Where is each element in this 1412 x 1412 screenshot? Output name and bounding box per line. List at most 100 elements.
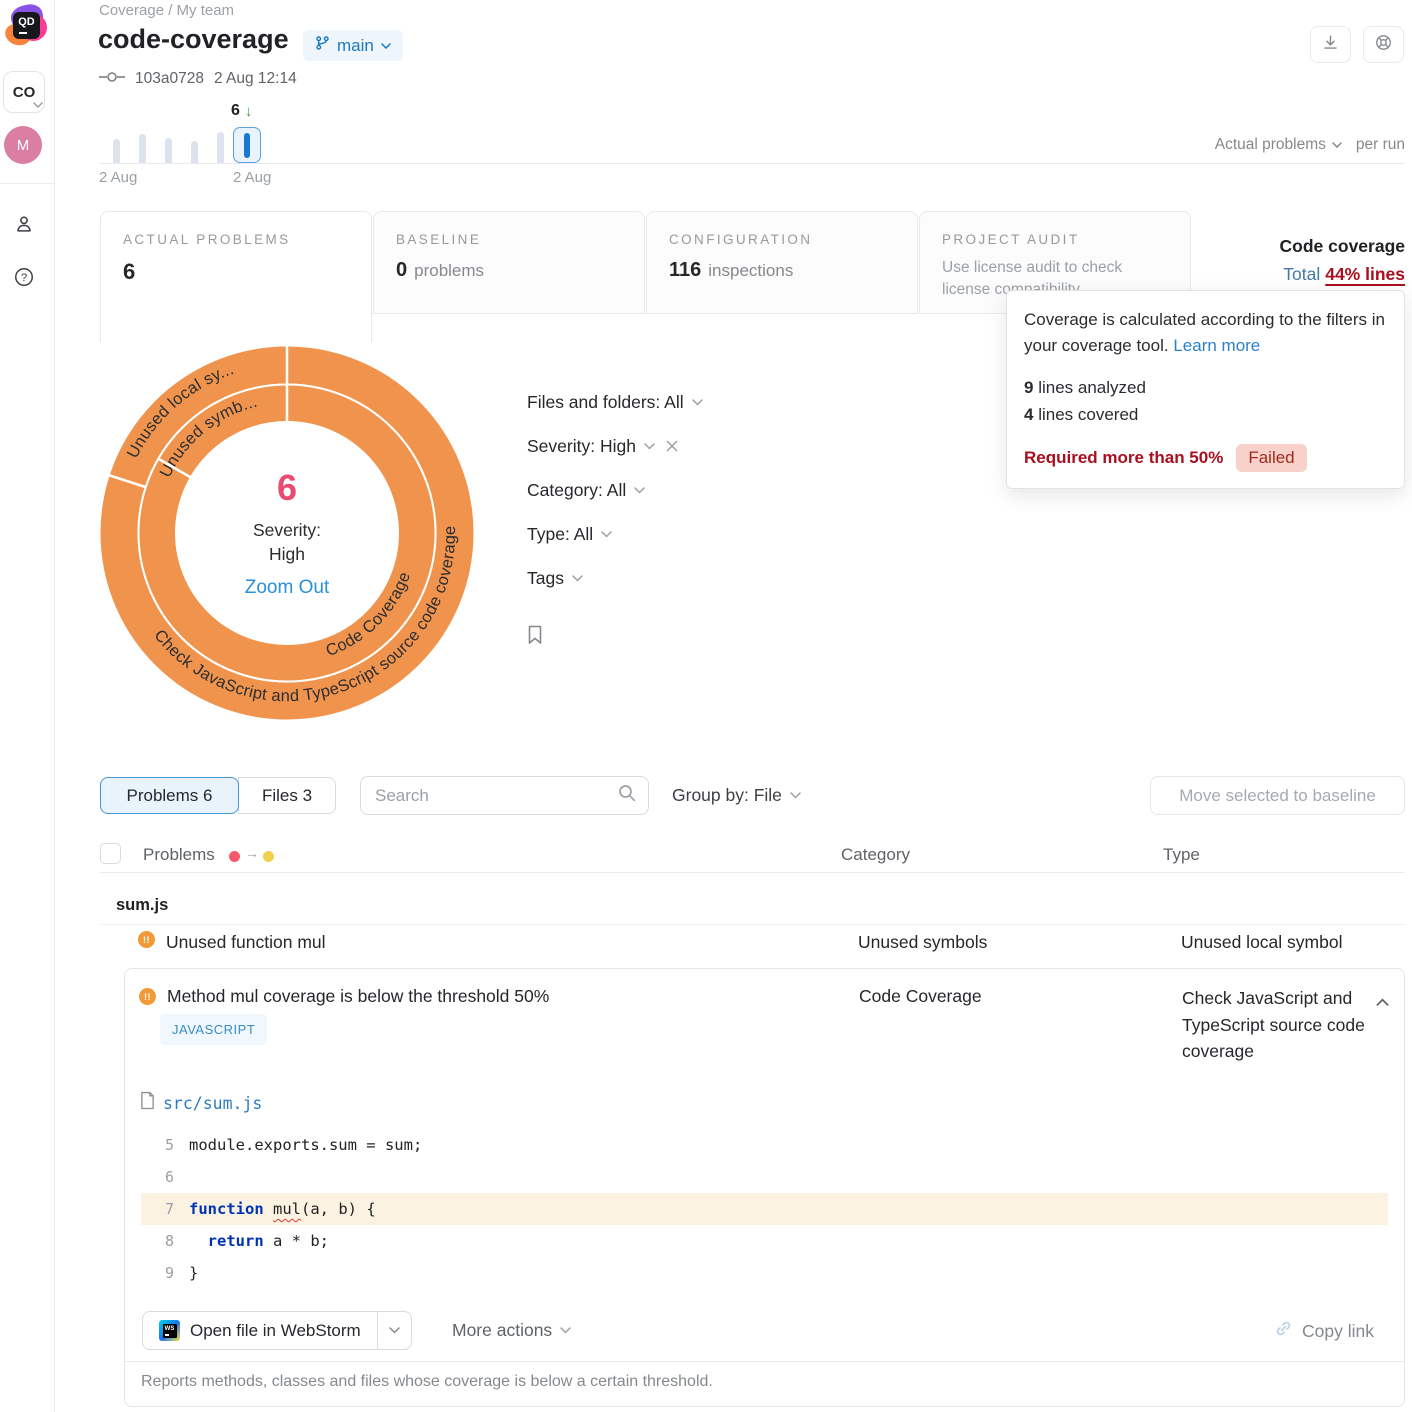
expanded-problem-card: Method mul coverage is below the thresho… [124,968,1405,1407]
profile-icon[interactable] [13,213,35,240]
code-line: 6 [164,1168,174,1186]
chevron-down-icon [790,792,801,799]
problems-sunburst-chart[interactable]: Unused local sy... Unused symb... Code C… [100,346,474,720]
clear-filter-icon[interactable] [666,436,678,457]
branch-selector[interactable]: main [303,30,403,61]
timeline-date-right: 2 Aug [233,169,272,186]
search-input[interactable] [361,785,618,806]
selected-run-bar[interactable] [233,127,261,163]
copy-link-button[interactable]: Copy link [1274,1319,1374,1343]
commit-hash[interactable]: 103a0728 [135,70,204,87]
source-file-link[interactable]: src/sum.js [163,1093,263,1113]
problem-title[interactable]: Method mul coverage is below the thresho… [167,986,550,1006]
ide-options-dropdown[interactable] [376,1312,411,1349]
qodana-logo-icon[interactable]: QD [2,1,47,49]
coverage-total-value[interactable]: 44% lines [1325,264,1405,284]
column-type[interactable]: Type [1163,845,1200,864]
more-actions-button[interactable]: More actions [452,1320,571,1341]
code-line: 9} [164,1264,199,1282]
open-in-ide-split-button: WS Open file in WebStorm [142,1311,412,1350]
sidebar-divider [0,183,55,184]
high-severity-icon [139,988,156,1005]
download-report-button[interactable] [1310,26,1351,63]
high-severity-icon [138,931,155,948]
chevron-down-icon [691,398,703,406]
problem-category: Unused symbols [858,932,988,952]
severity-value: High [268,543,305,564]
tab-files-list[interactable]: Files 3 [238,777,336,814]
column-problems[interactable]: Problems [143,845,215,864]
user-avatar[interactable]: M [4,126,42,164]
commit-icon [99,70,125,88]
coverage-tooltip: Coverage is calculated according to the … [1006,290,1405,490]
filter-type[interactable]: Type: All [527,522,703,546]
severity-label: Severity: [252,519,322,540]
timeline-metric-selector[interactable]: Actual problems per run [1215,136,1405,154]
link-icon [1274,1319,1293,1343]
tab-project-audit[interactable]: PROJECT AUDIT Use license audit to check… [919,211,1191,314]
history-run-bar[interactable] [217,132,224,163]
learn-more-link[interactable]: Learn more [1173,336,1261,356]
tab-baseline[interactable]: BASELINE 0 problems [373,211,645,314]
tab-problems-list[interactable]: Problems 6 [100,777,239,814]
bookmark-icon[interactable] [527,625,703,650]
filter-files-folders[interactable]: Files and folders: All [527,390,703,414]
svg-text:?: ? [21,272,27,284]
filter-tags[interactable]: Tags [527,566,703,590]
row-divider [100,924,1405,925]
group-by-selector[interactable]: Group by: File [672,785,801,806]
history-run-bar[interactable] [113,139,120,163]
timeline-axis [99,163,1405,164]
problem-type: Unused local symbol [1181,932,1343,952]
branch-name: main [337,35,374,55]
filter-category[interactable]: Category: All [527,478,703,502]
timeline-date-left: 2 Aug [99,169,138,186]
problem-type: Check JavaScript and TypeScript source c… [1182,988,1365,1061]
history-run-bar[interactable] [139,134,146,163]
history-run-bar[interactable] [165,138,172,163]
trend-down-icon: ↓ [244,102,253,120]
support-button[interactable] [1363,26,1404,63]
file-group-header[interactable]: sum.js [116,896,169,914]
select-all-checkbox[interactable] [100,843,121,864]
coverage-title: Code coverage [1279,236,1405,256]
severity-high-dot [229,851,240,862]
table-header-border [100,872,1405,873]
metric-suffix: per run [1355,136,1405,153]
user-initial: M [16,136,30,154]
chevron-down-icon [634,486,645,494]
search-icon [618,784,636,807]
filter-severity[interactable]: Severity: High [527,434,703,458]
chevron-down-icon [381,42,391,49]
problem-count: 6 [276,466,298,508]
problem-title[interactable]: Unused function mul [166,932,326,952]
search-box [360,776,649,815]
timeline-bars [99,120,269,163]
language-badge: JAVASCRIPT [160,1014,268,1045]
help-icon[interactable]: ? [13,266,35,293]
coverage-summary: Code coverage Total 44% lines [1280,236,1405,285]
tab-configuration[interactable]: CONFIGURATION 116 inspections [646,211,918,314]
workspace-initials: CO [12,83,36,101]
code-line: 5 module.exports.sum = sum; [164,1136,423,1154]
page-title: code-coverage [98,24,289,54]
code-lines: 5 module.exports.sum = sum; 6 7 function mul… [125,1129,1404,1289]
coverage-total-label: Total [1283,264,1321,284]
coverage-requirement: Required more than 50% [1024,448,1224,468]
history-run-bar[interactable] [191,141,198,163]
collapse-row-icon[interactable] [1376,993,1389,1011]
workspace-switcher[interactable]: CO [3,71,45,113]
move-to-baseline-button[interactable]: Move selected to baseline [1150,776,1405,815]
column-category[interactable]: Category [841,845,910,864]
tab-actual-problems[interactable]: ACTUAL PROBLEMS 6 [100,211,372,342]
zoom-out-link[interactable]: Zoom Out [244,577,330,599]
severity-sort-arrow: → [245,845,259,861]
metric-label: Actual problems [1214,136,1326,153]
code-line: 8 return a * b; [164,1232,329,1250]
sidebar: QD CO M ? [0,0,55,1412]
breadcrumb[interactable]: Coverage / My team [99,2,235,19]
run-problem-count: 6 ↓ [231,102,253,120]
chevron-down-icon [644,442,655,450]
open-in-ide-button[interactable]: WS Open file in WebStorm [143,1312,377,1349]
